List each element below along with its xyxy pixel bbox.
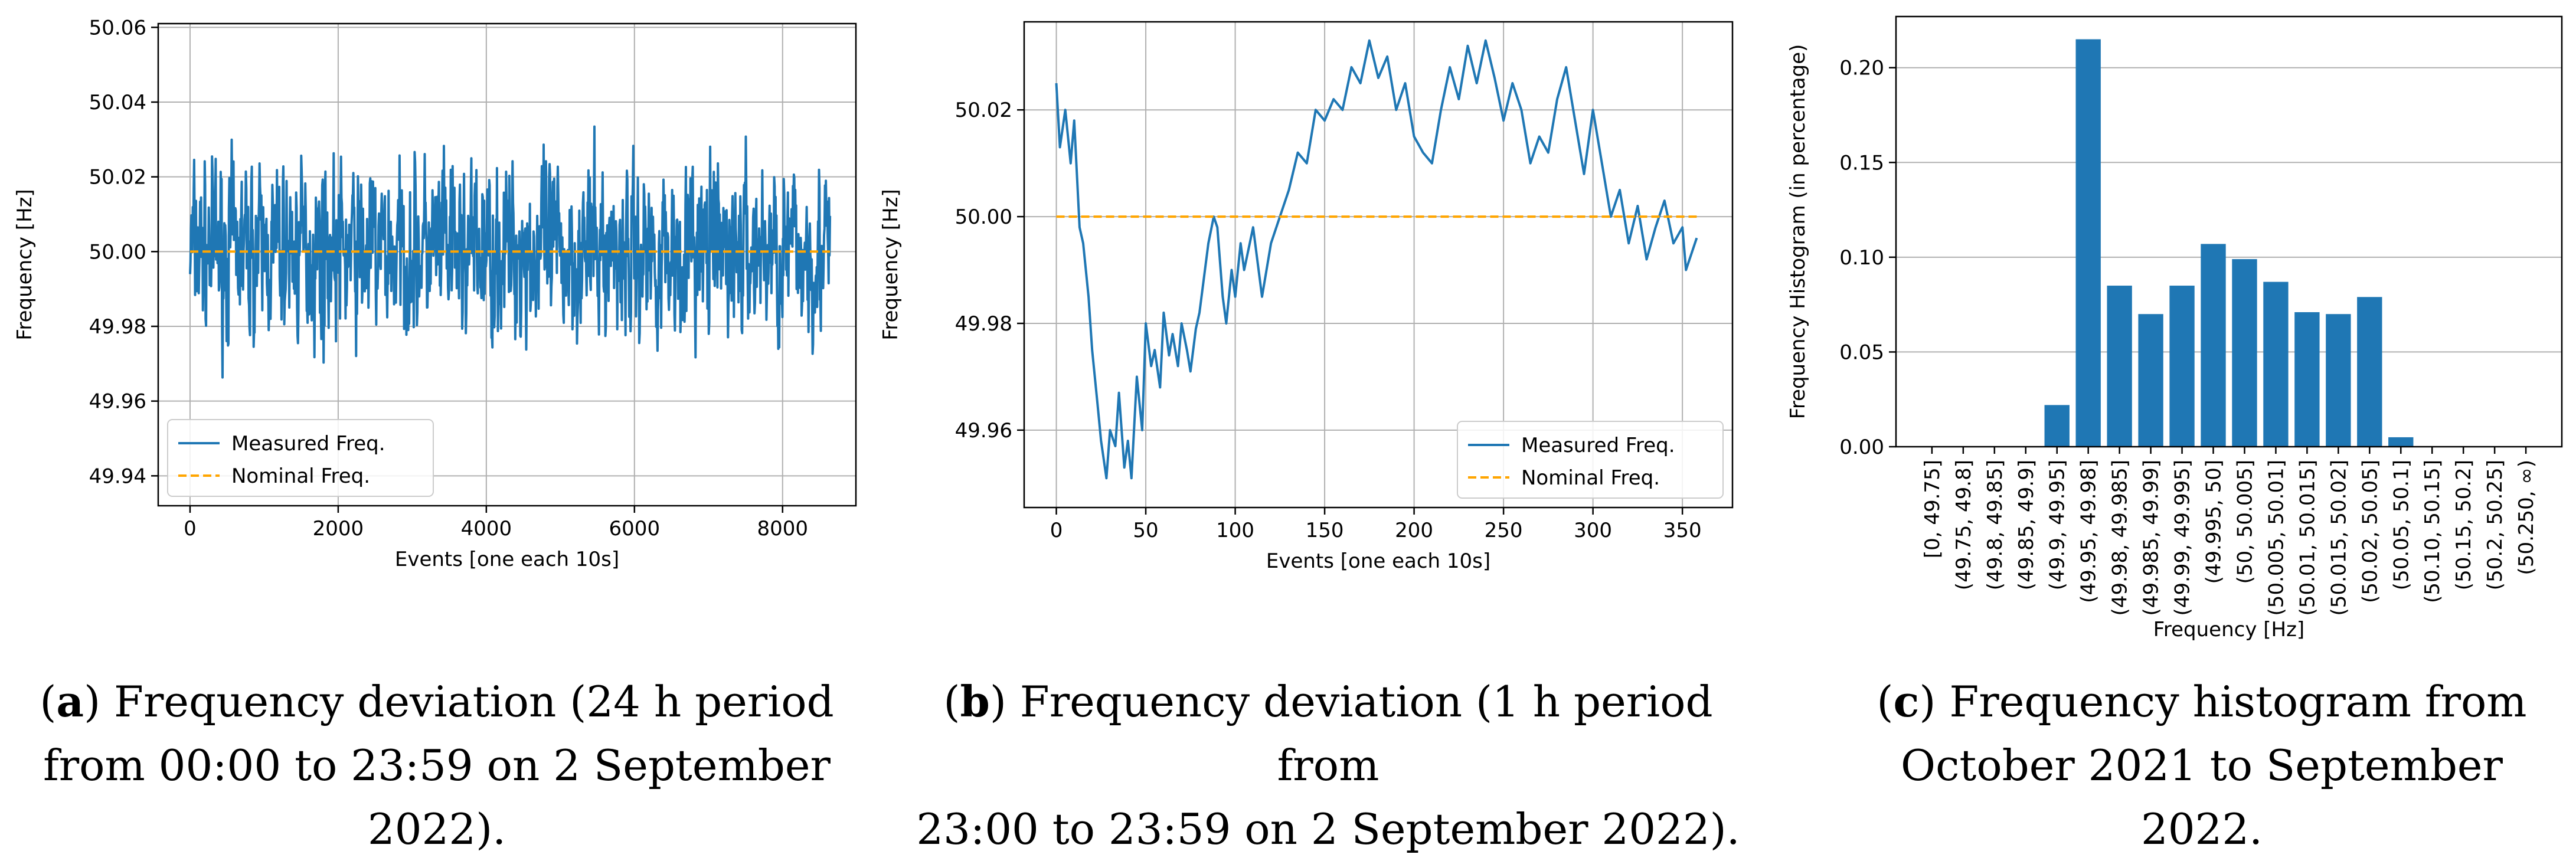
caption-a-line1: ) Frequency deviation (24 h period bbox=[84, 677, 834, 726]
caption-c-letter: c bbox=[1893, 676, 1920, 726]
panel-c-bar bbox=[2044, 405, 2070, 447]
panel-b-legend-measured-label: Measured Freq. bbox=[1521, 434, 1675, 457]
panel-b-ylabel: Frequency [Hz] bbox=[879, 189, 903, 340]
panel-c-xtick-label: [0, 49.75] bbox=[1921, 460, 1944, 558]
panel-c-xtick-label: (49.98, 49.985] bbox=[2108, 460, 2132, 616]
panel-c-xtick-label: (49.75, 49.8] bbox=[1952, 460, 1976, 590]
panel-c-xtick-label: (49.85, 49.9] bbox=[2015, 460, 2038, 590]
panel-c-xtick-label: (50.015, 50.02] bbox=[2327, 460, 2351, 616]
panel-c-bar bbox=[2169, 286, 2195, 447]
caption-b-letter: b bbox=[960, 676, 990, 726]
panel-a-ytick-label: 50.04 bbox=[89, 91, 146, 114]
panel-a-legend: Measured Freq. Nominal Freq. bbox=[167, 419, 434, 497]
panel-b-legend-box bbox=[1457, 421, 1724, 499]
panel-c-xlabel: Frequency [Hz] bbox=[2153, 618, 2304, 641]
caption-a: (a) Frequency deviation (24 h period fro… bbox=[40, 676, 834, 854]
caption-c-line1: ) Frequency histogram from bbox=[1919, 677, 2527, 726]
panel-c-xtick-label: (50.01, 50.015] bbox=[2296, 460, 2319, 616]
panel-c-bar bbox=[2263, 281, 2289, 447]
panel-c-bar bbox=[2201, 244, 2226, 447]
panel-a-ytick-label: 49.94 bbox=[89, 464, 146, 488]
figure: 0 2000 4000 6000 800049.9449.9649.9850.0050.… bbox=[13, 15, 2563, 641]
panel-b-ytick-label: 49.98 bbox=[955, 312, 1012, 336]
panel-b-xtick-label: 0 bbox=[1050, 519, 1063, 542]
panel-c-frequency-histogram: 0.00 0.05 0.10 0.15 0.20 [0, 49.75] (49.75, 49… bbox=[1786, 15, 2563, 641]
caption-a-line2: from 00:00 to 23:59 on 2 September 2022)… bbox=[43, 741, 831, 854]
panel-c-bar bbox=[2232, 259, 2257, 447]
panel-c-bar bbox=[2388, 437, 2414, 447]
panel-c-xtick-label: (50.005, 50.01] bbox=[2264, 460, 2288, 616]
panel-c-xtick-label: (50.05, 50.1] bbox=[2389, 460, 2413, 590]
panel-a-ytick-label: 50.06 bbox=[89, 16, 146, 40]
panel-b-ytick-label: 50.00 bbox=[955, 205, 1012, 229]
panel-a-ytick-label: 49.96 bbox=[89, 390, 146, 414]
panel-a-legend-nominal-label: Nominal Freq. bbox=[231, 464, 370, 488]
panel-b-xtick-label: 50 bbox=[1133, 519, 1158, 542]
panel-c-bar bbox=[2075, 39, 2101, 447]
panel-b-xtick-label: 200 bbox=[1395, 519, 1433, 542]
panel-b-xtick-label: 250 bbox=[1485, 519, 1523, 542]
panel-b-measured-freq-line bbox=[1055, 39, 1698, 480]
panel-c-xtick-label: (49.8, 49.85] bbox=[1983, 460, 2007, 590]
panel-c-ylabel: Frequency Histogram (in percentage) bbox=[1786, 44, 1810, 420]
panel-c-xtick-label: (50.15, 50.2] bbox=[2452, 460, 2476, 590]
panel-c-xtick-label: (50.02, 50.05] bbox=[2358, 460, 2382, 603]
panel-c-xtick-label: (49.995, 50] bbox=[2202, 460, 2226, 584]
caption-b: (b) Frequency deviation (1 h period from… bbox=[916, 676, 1740, 854]
panel-c-xtick-label: (50.10, 50.15] bbox=[2421, 460, 2444, 603]
caption-a-letter: a bbox=[56, 676, 84, 726]
panel-b-xlabel: Events [one each 10s] bbox=[1266, 549, 1490, 573]
panel-c-ytick-label: 0.15 bbox=[1839, 151, 1884, 175]
panel-c-ytick-label: 0.10 bbox=[1839, 246, 1884, 270]
panel-c-bar bbox=[2107, 286, 2132, 447]
panel-a-xtick-label: 2000 bbox=[313, 517, 364, 541]
panel-b-frequency-1h: 0 50 100 150 200 250 300 350 49.96 49.98 50.00 50.0… bbox=[879, 21, 1734, 573]
panel-c-bar bbox=[2294, 312, 2320, 447]
panel-b-legend: Measured Freq. Nominal Freq. bbox=[1457, 421, 1724, 499]
panel-c-ytick-label: 0.20 bbox=[1839, 57, 1884, 80]
panel-a-ytick-label: 49.98 bbox=[89, 315, 146, 339]
panel-a-frequency-24h: 0 2000 4000 6000 8000 49.94 49.96 49.98 50.00 50.… bbox=[13, 16, 857, 571]
panel-b-ytick-label: 49.96 bbox=[955, 419, 1012, 443]
panel-a-measured-freq-line bbox=[189, 125, 832, 379]
panel-a-xtick-label: 4000 bbox=[461, 517, 512, 541]
panel-a-legend-measured-label: Measured Freq. bbox=[231, 432, 385, 456]
caption-b-line1: ) Frequency deviation (1 h period from bbox=[989, 677, 1713, 790]
panel-c-bar bbox=[2138, 314, 2163, 447]
panel-b-axes-frame bbox=[1023, 21, 1734, 509]
panel-b-legend-nominal-label: Nominal Freq. bbox=[1521, 466, 1660, 490]
panel-a-xtick-label: 8000 bbox=[757, 517, 809, 541]
panel-c-xtick-label: (49.9, 49.95] bbox=[2046, 460, 2070, 590]
panel-a-xtick-label: 0 bbox=[184, 517, 197, 541]
panel-a-xlabel: Events [one each 10s] bbox=[395, 548, 619, 571]
panel-b-xtick-label: 150 bbox=[1306, 519, 1344, 542]
panel-a-axes-frame bbox=[157, 22, 857, 507]
caption-b-line2: 23:00 to 23:59 on 2 September 2022). bbox=[916, 804, 1740, 854]
panel-a-xtick-label: 6000 bbox=[609, 517, 661, 541]
panel-c-xtick-label: (49.985, 49.99] bbox=[2140, 460, 2163, 616]
caption-c: (c) Frequency histogram from October 202… bbox=[1877, 676, 2527, 854]
panel-c-bar bbox=[2357, 297, 2382, 447]
panel-b-ytick-label: 50.02 bbox=[955, 99, 1012, 122]
panel-b-xtick-label: 350 bbox=[1663, 519, 1702, 542]
panel-b-xtick-label: 300 bbox=[1574, 519, 1612, 542]
panel-a-ylabel: Frequency [Hz] bbox=[13, 189, 37, 340]
panel-b-xtick-label: 100 bbox=[1216, 519, 1254, 542]
panel-c-ytick-label: 0.05 bbox=[1839, 341, 1884, 364]
panel-c-axes-frame bbox=[1895, 15, 2563, 448]
panel-c-bar bbox=[2326, 314, 2351, 447]
panel-c-xtick-label: (49.95, 49.98] bbox=[2077, 460, 2101, 603]
panel-c-ytick-label: 0.00 bbox=[1839, 436, 1884, 459]
panel-a-legend-box bbox=[167, 419, 434, 497]
panel-a-ytick-label: 50.00 bbox=[89, 240, 146, 264]
panel-c-xtick-label: (50, 50.005] bbox=[2233, 460, 2257, 584]
panel-c-xtick-label: (50.250, ∞) bbox=[2515, 460, 2538, 575]
panel-c-xtick-label: (50.2, 50.25] bbox=[2483, 460, 2507, 590]
panel-a-ytick-label: 50.02 bbox=[89, 166, 146, 189]
caption-c-line2: October 2021 to September 2022. bbox=[1901, 741, 2503, 854]
panel-c-xtick-label: (49.99, 49.995] bbox=[2171, 460, 2195, 616]
